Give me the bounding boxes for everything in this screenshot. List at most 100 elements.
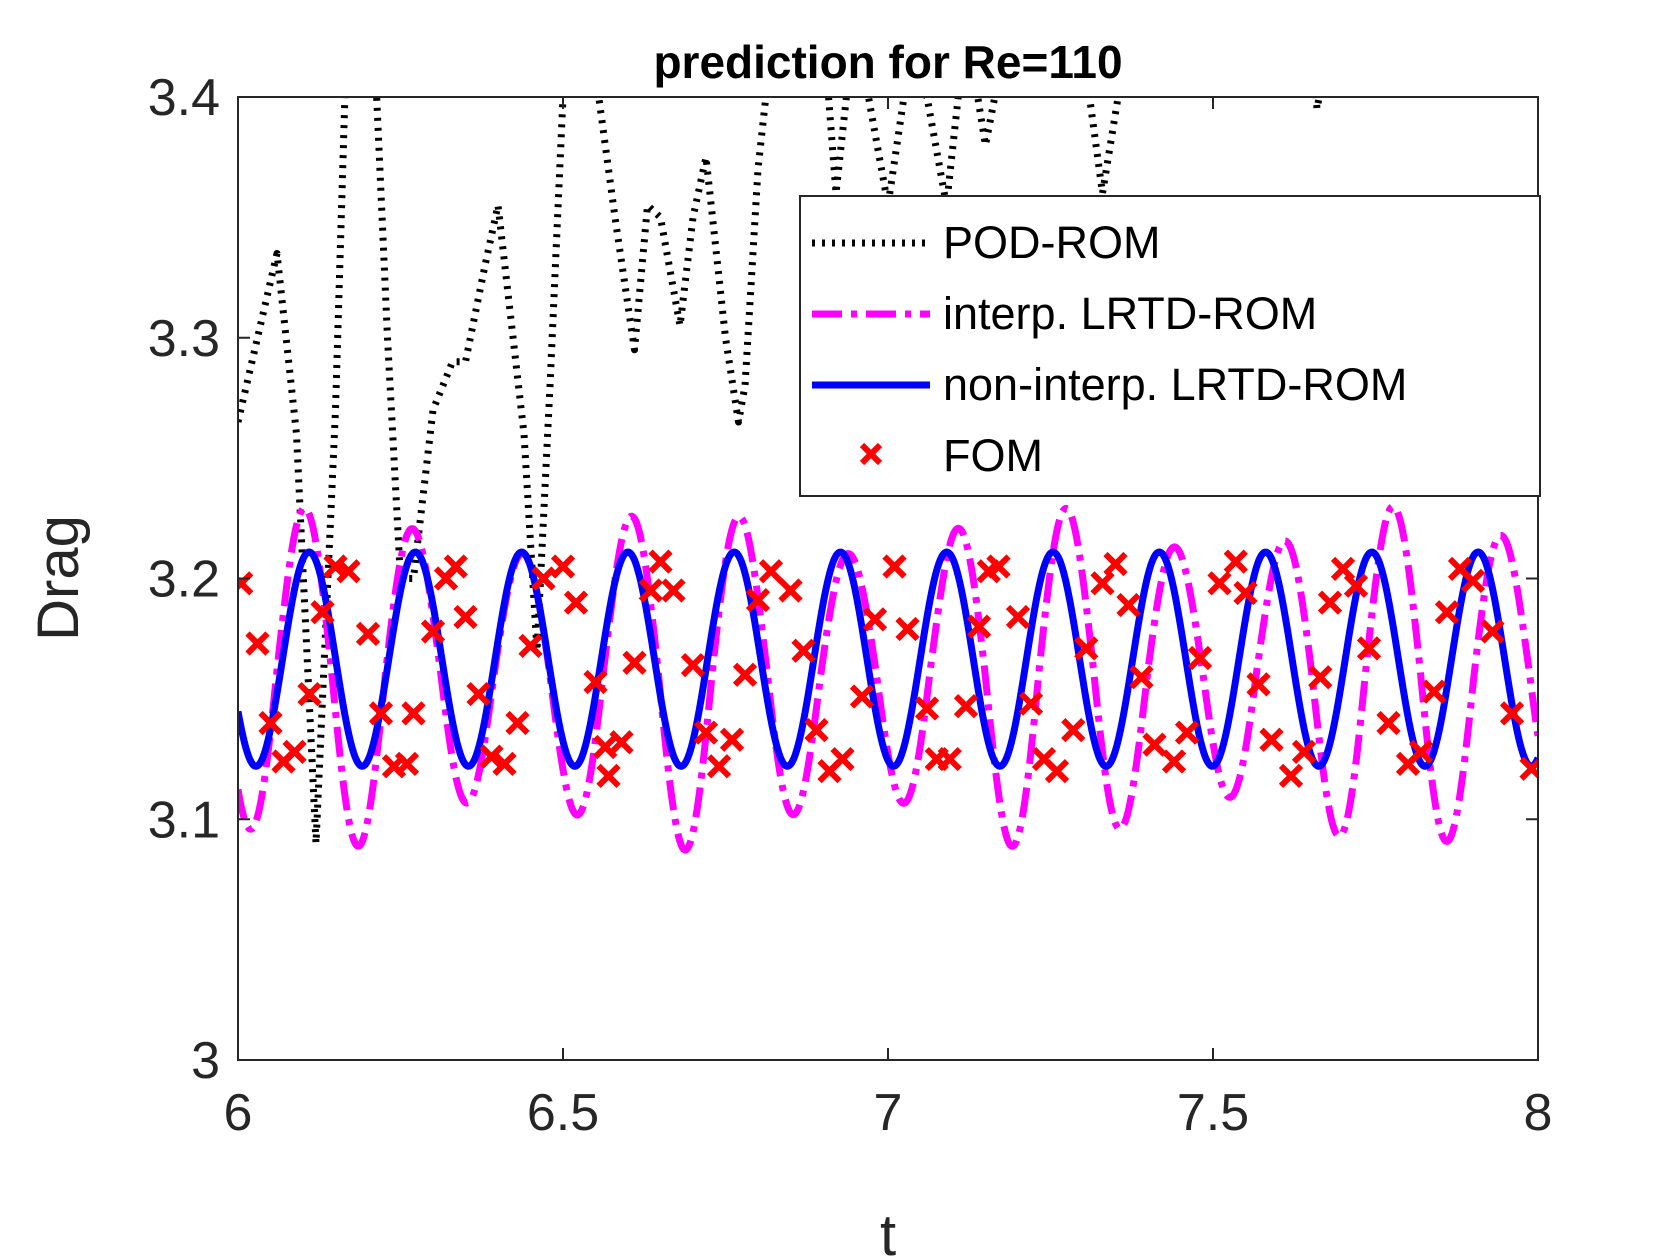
fom-marker bbox=[1421, 679, 1447, 704]
fom-marker-stroke bbox=[706, 754, 732, 779]
fom-marker-stroke bbox=[1061, 718, 1086, 743]
fom-marker-stroke bbox=[882, 554, 907, 579]
fom-marker bbox=[1018, 691, 1044, 716]
fom-marker bbox=[531, 566, 556, 591]
tick-layer: 6 6.5 7 7.5 8 3 3.1 3.2 3.3 3.4 bbox=[148, 69, 1553, 1142]
fom-marker bbox=[953, 693, 979, 719]
fom-marker bbox=[732, 662, 758, 687]
fom-marker bbox=[466, 681, 491, 707]
fom-marker bbox=[719, 727, 745, 752]
fom-marker-stroke bbox=[394, 751, 420, 776]
legend-swatch-fom bbox=[859, 442, 883, 466]
fom-marker bbox=[830, 746, 855, 772]
legend-label-fom: FOM bbox=[943, 430, 1043, 481]
fom-marker-stroke bbox=[953, 693, 979, 719]
fom-marker-stroke bbox=[505, 710, 530, 736]
y-axis-label: Drag bbox=[26, 515, 91, 641]
fom-marker bbox=[1207, 571, 1232, 596]
fom-marker bbox=[648, 549, 673, 574]
x-tick-label: 6.5 bbox=[527, 1084, 599, 1142]
fom-marker bbox=[609, 730, 634, 755]
y-tick-label: 3 bbox=[191, 1032, 220, 1090]
fom-marker-stroke bbox=[1103, 551, 1128, 577]
fom-marker bbox=[593, 734, 618, 760]
fom-marker-stroke bbox=[336, 559, 361, 584]
fom-marker-stroke bbox=[1233, 580, 1258, 606]
fom-marker-stroke bbox=[1408, 739, 1434, 764]
fom-marker bbox=[238, 571, 254, 596]
fom-marker-stroke bbox=[609, 730, 634, 755]
fom-marker-stroke bbox=[443, 554, 468, 579]
fom-marker-stroke bbox=[895, 616, 920, 642]
fom-marker bbox=[596, 763, 621, 789]
x-tick-label: 7.5 bbox=[1177, 1084, 1249, 1142]
fom-marker bbox=[394, 751, 420, 776]
fom-marker-stroke bbox=[1480, 619, 1505, 644]
fom-marker-stroke bbox=[1330, 556, 1356, 581]
fom-marker-stroke bbox=[1090, 571, 1115, 596]
fom-marker-stroke bbox=[310, 600, 335, 625]
fom-marker-stroke bbox=[1434, 600, 1460, 625]
fom-marker-stroke bbox=[1174, 720, 1200, 745]
fom-marker bbox=[778, 578, 803, 603]
fom-marker bbox=[791, 638, 816, 663]
fom-marker bbox=[1103, 551, 1128, 577]
fom-marker-stroke bbox=[1074, 636, 1099, 661]
fom-marker-stroke bbox=[1161, 749, 1187, 774]
fom-marker bbox=[745, 588, 771, 613]
fom-marker bbox=[518, 633, 543, 659]
fom-marker bbox=[966, 614, 992, 639]
fom-marker bbox=[1317, 590, 1343, 615]
fom-marker bbox=[453, 604, 478, 630]
fom-marker-stroke bbox=[804, 718, 829, 743]
fom-marker bbox=[310, 600, 335, 625]
fom-marker-stroke bbox=[297, 681, 322, 707]
fom-marker-stroke bbox=[1499, 701, 1525, 726]
fom-marker-stroke bbox=[1291, 739, 1317, 764]
fom-marker-stroke bbox=[563, 590, 589, 615]
fom-marker-stroke bbox=[355, 621, 381, 646]
fom-marker-stroke bbox=[680, 653, 706, 678]
fom-marker-stroke bbox=[238, 571, 254, 591]
y-tick-label: 3.2 bbox=[148, 551, 220, 609]
fom-marker-stroke bbox=[937, 746, 962, 772]
fom-marker bbox=[1291, 739, 1317, 764]
fom-marker-stroke bbox=[593, 734, 618, 760]
fom-marker-stroke bbox=[1207, 571, 1232, 596]
fom-marker-stroke bbox=[282, 739, 307, 764]
fom-marker bbox=[563, 590, 589, 615]
fom-marker bbox=[1246, 672, 1271, 697]
fom-marker-stroke bbox=[661, 578, 686, 603]
fom-marker-stroke bbox=[466, 681, 491, 707]
fom-marker bbox=[882, 554, 907, 579]
fom-marker-stroke bbox=[420, 619, 446, 644]
fom-marker bbox=[895, 616, 920, 642]
fom-marker bbox=[638, 578, 663, 603]
legend: POD-ROM interp. LRTD-ROM non-interp. LRT… bbox=[799, 195, 1541, 497]
fom-marker-stroke bbox=[1343, 573, 1369, 598]
fom-marker bbox=[937, 746, 962, 772]
fom-marker-stroke bbox=[732, 662, 758, 687]
legend-swatch-fom-stroke-b bbox=[859, 442, 883, 466]
fom-marker-stroke bbox=[745, 588, 771, 613]
legend-label-non-interp-lrtd-rom: non-interp. LRTD-ROM bbox=[943, 359, 1407, 410]
fom-marker bbox=[1129, 665, 1154, 690]
fom-marker bbox=[1356, 636, 1382, 661]
fom-marker-stroke bbox=[258, 710, 283, 736]
x-axis-label: t bbox=[880, 1203, 896, 1260]
fom-marker-stroke bbox=[622, 650, 647, 675]
x-tick-label: 7 bbox=[874, 1084, 903, 1142]
fom-marker bbox=[368, 701, 394, 726]
fom-marker bbox=[1259, 727, 1284, 752]
fom-marker-stroke bbox=[1421, 679, 1447, 704]
fom-marker-stroke bbox=[1246, 672, 1271, 697]
fom-marker bbox=[1116, 592, 1141, 618]
fom-marker-stroke bbox=[1044, 758, 1070, 784]
fom-marker-stroke bbox=[1278, 763, 1304, 789]
fom-marker-stroke bbox=[1005, 604, 1031, 630]
fom-marker bbox=[420, 619, 446, 644]
fom-marker-stroke bbox=[1223, 549, 1248, 574]
x-tick-label: 6 bbox=[224, 1084, 253, 1142]
fom-marker-stroke bbox=[1519, 757, 1538, 781]
fom-marker bbox=[1308, 665, 1333, 690]
